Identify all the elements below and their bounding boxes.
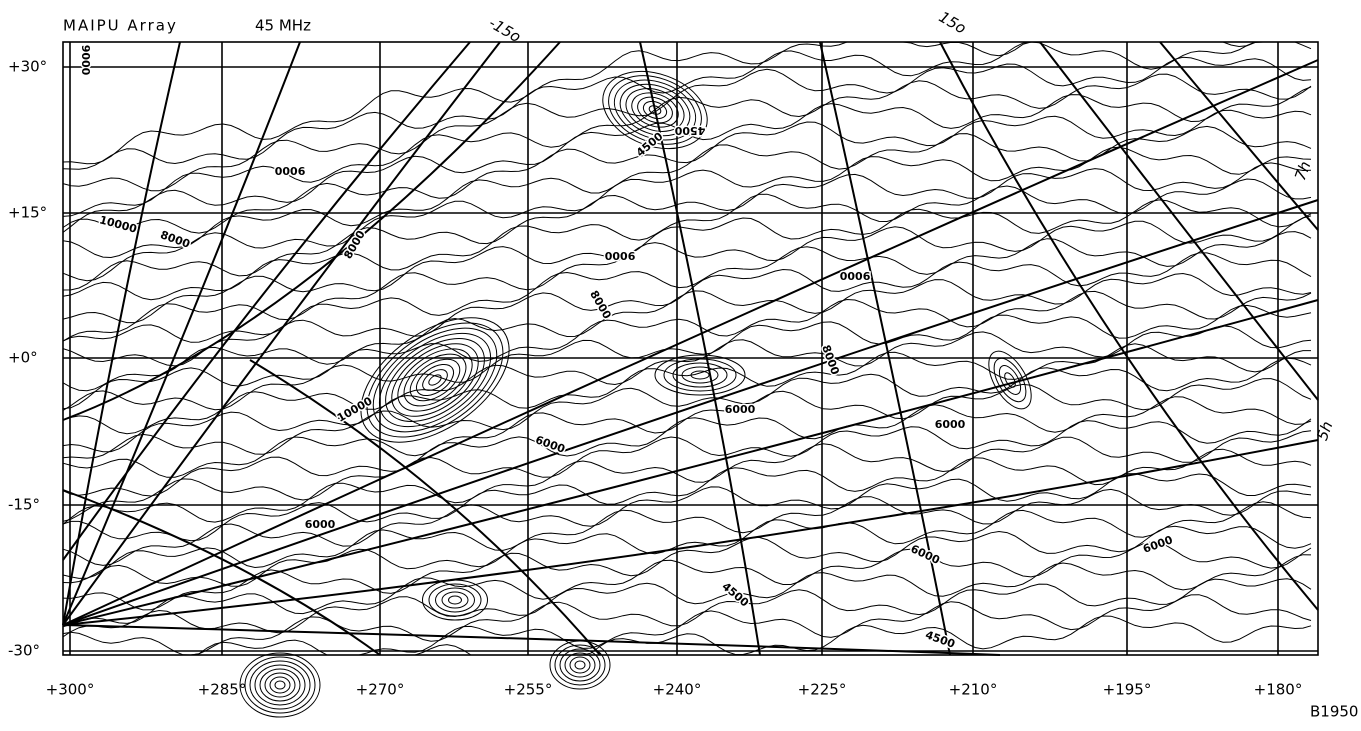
x-label: +240° — [653, 681, 702, 699]
contour — [411, 358, 459, 402]
contour — [270, 677, 290, 693]
contour — [387, 336, 483, 423]
contour — [63, 542, 1311, 627]
map: MAIPU Array 45 MHz B1950 +300° +285° +270°… — [0, 0, 1361, 727]
contour — [63, 555, 1311, 637]
contour — [63, 489, 1311, 578]
contour-label: 9000 — [839, 269, 870, 282]
contour — [560, 649, 600, 681]
contour — [442, 592, 468, 608]
map-title: MAIPU Array — [63, 17, 178, 35]
contour — [395, 344, 475, 417]
contour — [63, 291, 1311, 408]
contour-label: 4500 — [674, 124, 705, 137]
contour-label: 6000 — [909, 542, 943, 567]
x-label: +270° — [356, 681, 405, 699]
contour — [570, 657, 590, 673]
contour — [429, 584, 481, 616]
page: MAIPU Array 45 MHz B1950 +300° +285° +270°… — [0, 0, 1361, 727]
contour — [240, 653, 320, 717]
contour — [255, 665, 305, 705]
contour — [260, 669, 300, 701]
contour — [275, 681, 285, 689]
contour-label: 6000 — [534, 433, 568, 456]
contour — [449, 596, 462, 604]
contour — [63, 431, 1311, 525]
frequency: 45 MHz — [255, 17, 311, 35]
contour — [63, 216, 1311, 341]
contour — [63, 397, 1311, 496]
contour-label: 4500 — [924, 628, 958, 651]
contour — [63, 87, 1311, 233]
y-label: +0° — [8, 349, 38, 367]
contour — [980, 344, 1040, 415]
contour-label: 6000 — [305, 518, 336, 531]
x-label: +195° — [1103, 681, 1152, 699]
grid-label: 7h — [1291, 159, 1314, 183]
x-label: +285° — [198, 681, 247, 699]
x-label: +225° — [798, 681, 847, 699]
contour — [347, 300, 524, 460]
contour-label: 9000 — [604, 249, 635, 262]
y-label: -30° — [8, 642, 40, 660]
contours — [63, 42, 1311, 717]
contour-label: 6000 — [935, 418, 966, 431]
x-label: +255° — [504, 681, 553, 699]
x-label: +210° — [949, 681, 998, 699]
contour — [63, 232, 1311, 343]
x-label: +300° — [46, 681, 95, 699]
contour — [575, 661, 585, 669]
epoch: B1950 — [1310, 703, 1358, 721]
contour-label: 6000 — [725, 403, 756, 416]
contour — [682, 367, 718, 383]
y-label: +30° — [8, 58, 47, 76]
contour-label: 9000 — [79, 45, 92, 76]
contour — [63, 274, 1311, 391]
contour — [63, 616, 1311, 655]
y-label: +15° — [8, 204, 47, 222]
contour — [655, 355, 745, 395]
x-label: +180° — [1254, 681, 1303, 699]
contour — [250, 661, 310, 709]
contour-label: 9000 — [274, 164, 305, 177]
contour — [63, 163, 1311, 290]
contour — [63, 419, 1311, 522]
contour — [550, 641, 610, 689]
contour — [664, 359, 736, 391]
contour — [403, 351, 467, 409]
y-label: -15° — [8, 496, 40, 514]
grid-label: 15o — [936, 8, 969, 38]
contour — [63, 474, 1311, 566]
contour-label: 10000 — [98, 213, 139, 236]
contour-label: 4500 — [719, 580, 751, 610]
